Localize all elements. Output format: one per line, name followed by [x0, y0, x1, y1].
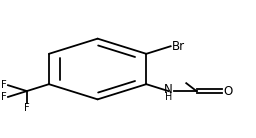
- Text: F: F: [24, 103, 30, 113]
- Text: F: F: [2, 80, 7, 90]
- Text: O: O: [223, 85, 233, 98]
- Text: F: F: [2, 92, 7, 102]
- Text: H: H: [165, 92, 172, 102]
- Text: N: N: [164, 83, 173, 95]
- Text: Br: Br: [172, 40, 185, 53]
